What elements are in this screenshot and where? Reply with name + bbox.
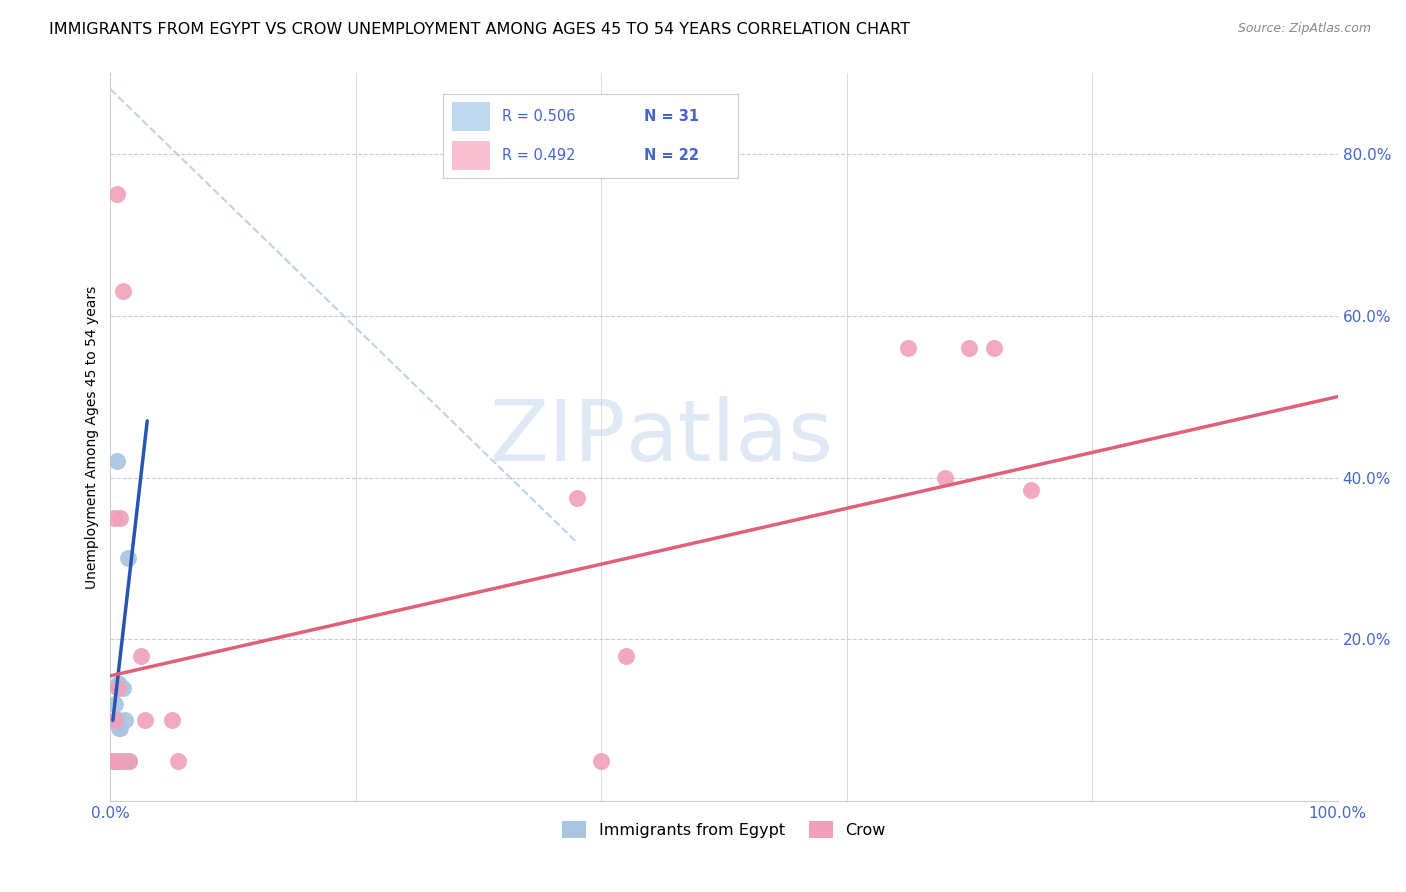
Point bbox=[110, 722, 132, 736]
Point bbox=[167, 754, 190, 768]
Point bbox=[108, 677, 131, 691]
Point bbox=[104, 697, 127, 711]
Text: Source: ZipAtlas.com: Source: ZipAtlas.com bbox=[1237, 22, 1371, 36]
Point bbox=[105, 187, 128, 202]
Point bbox=[934, 470, 956, 484]
Point bbox=[108, 754, 131, 768]
Point bbox=[104, 754, 127, 768]
Point bbox=[565, 491, 588, 505]
Point bbox=[1019, 483, 1042, 497]
Point bbox=[103, 754, 125, 768]
Text: N = 31: N = 31 bbox=[644, 109, 699, 124]
Point bbox=[110, 754, 132, 768]
Point bbox=[959, 341, 981, 355]
Point bbox=[107, 754, 129, 768]
Text: ZIP: ZIP bbox=[489, 396, 626, 479]
Point bbox=[107, 714, 129, 728]
Point bbox=[112, 754, 135, 768]
Point bbox=[897, 341, 920, 355]
Text: R = 0.506: R = 0.506 bbox=[502, 109, 575, 124]
Point bbox=[591, 754, 613, 768]
Point bbox=[118, 754, 141, 768]
Point bbox=[104, 714, 127, 728]
Point bbox=[114, 714, 136, 728]
Point bbox=[117, 551, 139, 566]
Point bbox=[134, 714, 156, 728]
Point bbox=[111, 681, 134, 695]
Text: atlas: atlas bbox=[626, 396, 834, 479]
Point bbox=[108, 722, 131, 736]
Point bbox=[103, 754, 125, 768]
Text: R = 0.492: R = 0.492 bbox=[502, 148, 575, 163]
Point bbox=[115, 754, 138, 768]
Point bbox=[103, 511, 125, 525]
Point bbox=[614, 648, 637, 663]
Point bbox=[101, 754, 124, 768]
Point bbox=[101, 754, 124, 768]
Point bbox=[104, 754, 127, 768]
Point bbox=[101, 754, 124, 768]
Point bbox=[107, 677, 129, 691]
Point bbox=[118, 754, 141, 768]
Point bbox=[103, 754, 125, 768]
Text: IMMIGRANTS FROM EGYPT VS CROW UNEMPLOYMENT AMONG AGES 45 TO 54 YEARS CORRELATION: IMMIGRANTS FROM EGYPT VS CROW UNEMPLOYME… bbox=[49, 22, 910, 37]
Text: N = 22: N = 22 bbox=[644, 148, 699, 163]
Legend: Immigrants from Egypt, Crow: Immigrants from Egypt, Crow bbox=[555, 815, 893, 844]
Point bbox=[105, 714, 128, 728]
Point bbox=[101, 754, 124, 768]
Point bbox=[110, 754, 132, 768]
Point bbox=[110, 511, 132, 525]
Point bbox=[111, 754, 134, 768]
Point bbox=[108, 754, 131, 768]
FancyBboxPatch shape bbox=[451, 103, 491, 131]
Point bbox=[160, 714, 183, 728]
Point bbox=[107, 681, 129, 695]
Point bbox=[104, 754, 127, 768]
FancyBboxPatch shape bbox=[451, 141, 491, 169]
Point bbox=[111, 285, 134, 299]
Point bbox=[105, 454, 128, 468]
Point bbox=[103, 754, 125, 768]
Point bbox=[105, 754, 128, 768]
Point bbox=[983, 341, 1005, 355]
Point bbox=[105, 754, 128, 768]
Point bbox=[129, 648, 152, 663]
Point bbox=[100, 754, 122, 768]
Y-axis label: Unemployment Among Ages 45 to 54 years: Unemployment Among Ages 45 to 54 years bbox=[86, 285, 100, 589]
